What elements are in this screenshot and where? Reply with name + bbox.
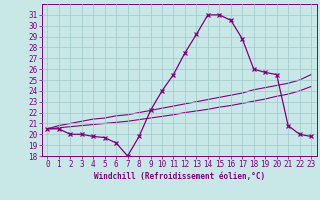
X-axis label: Windchill (Refroidissement éolien,°C): Windchill (Refroidissement éolien,°C) [94,172,265,181]
